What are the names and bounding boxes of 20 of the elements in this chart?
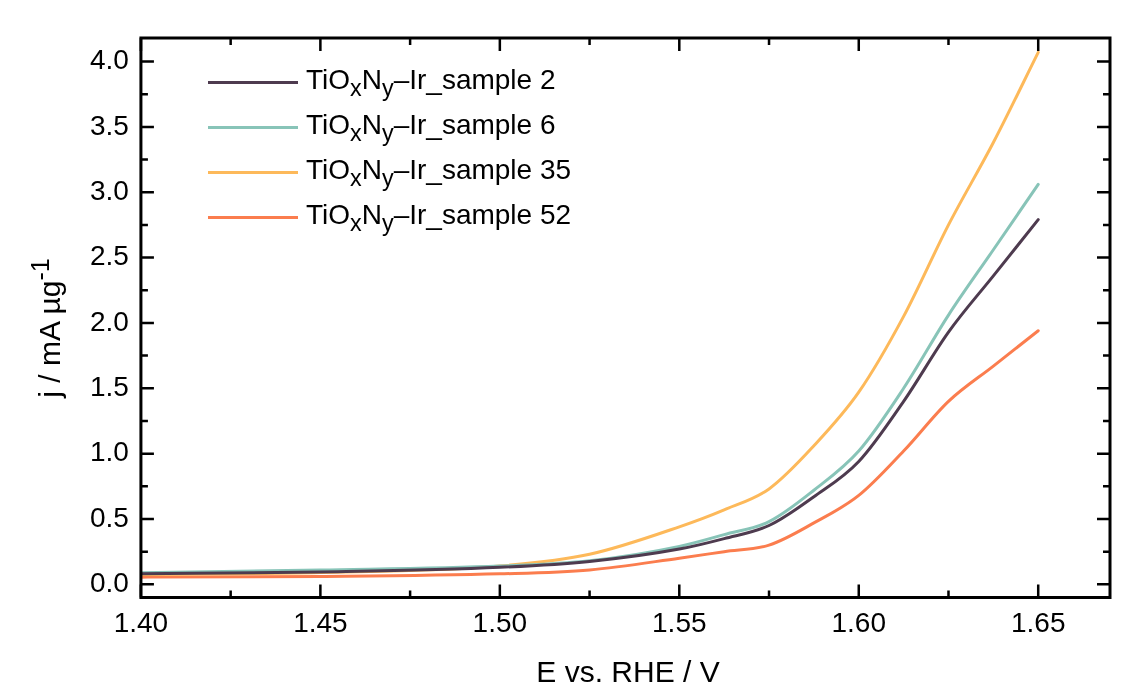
y-tick-label: 0.0	[89, 567, 129, 599]
x-tick-label: 1.60	[831, 606, 887, 638]
y-tick-label: 1.0	[89, 436, 129, 468]
y-tick-label: 3.0	[89, 174, 129, 206]
legend-label: TiO$_{x}$N$_{y}$–Ir_sample 2	[306, 63, 556, 102]
y-tick-label: 2.0	[89, 305, 129, 337]
legend-label: TiO$_{x}$N$_{y}$–Ir_sample 52	[306, 198, 572, 237]
x-tick-label: 1.40	[113, 606, 169, 638]
y-tick-label: 1.5	[89, 371, 129, 402]
y-tick-label: 0.5	[89, 501, 129, 533]
y-tick-label: 4.0	[89, 44, 129, 76]
y-tick-label: 3.5	[89, 109, 129, 141]
legend-label: TiO$_{x}$N$_{y}$–Ir_sample 35	[306, 153, 572, 192]
x-tick-label: 1.65	[1010, 606, 1066, 638]
x-tick-label: 1.50	[472, 606, 528, 638]
y-tick-label: 2.5	[89, 240, 129, 272]
legend-label: TiO$_{x}$N$_{y}$–Ir_sample 6	[306, 108, 556, 147]
x-tick-label: 1.45	[293, 606, 348, 638]
x-axis-title: E vs. RHE / V	[536, 655, 720, 689]
x-tick-label: 1.55	[652, 606, 707, 638]
